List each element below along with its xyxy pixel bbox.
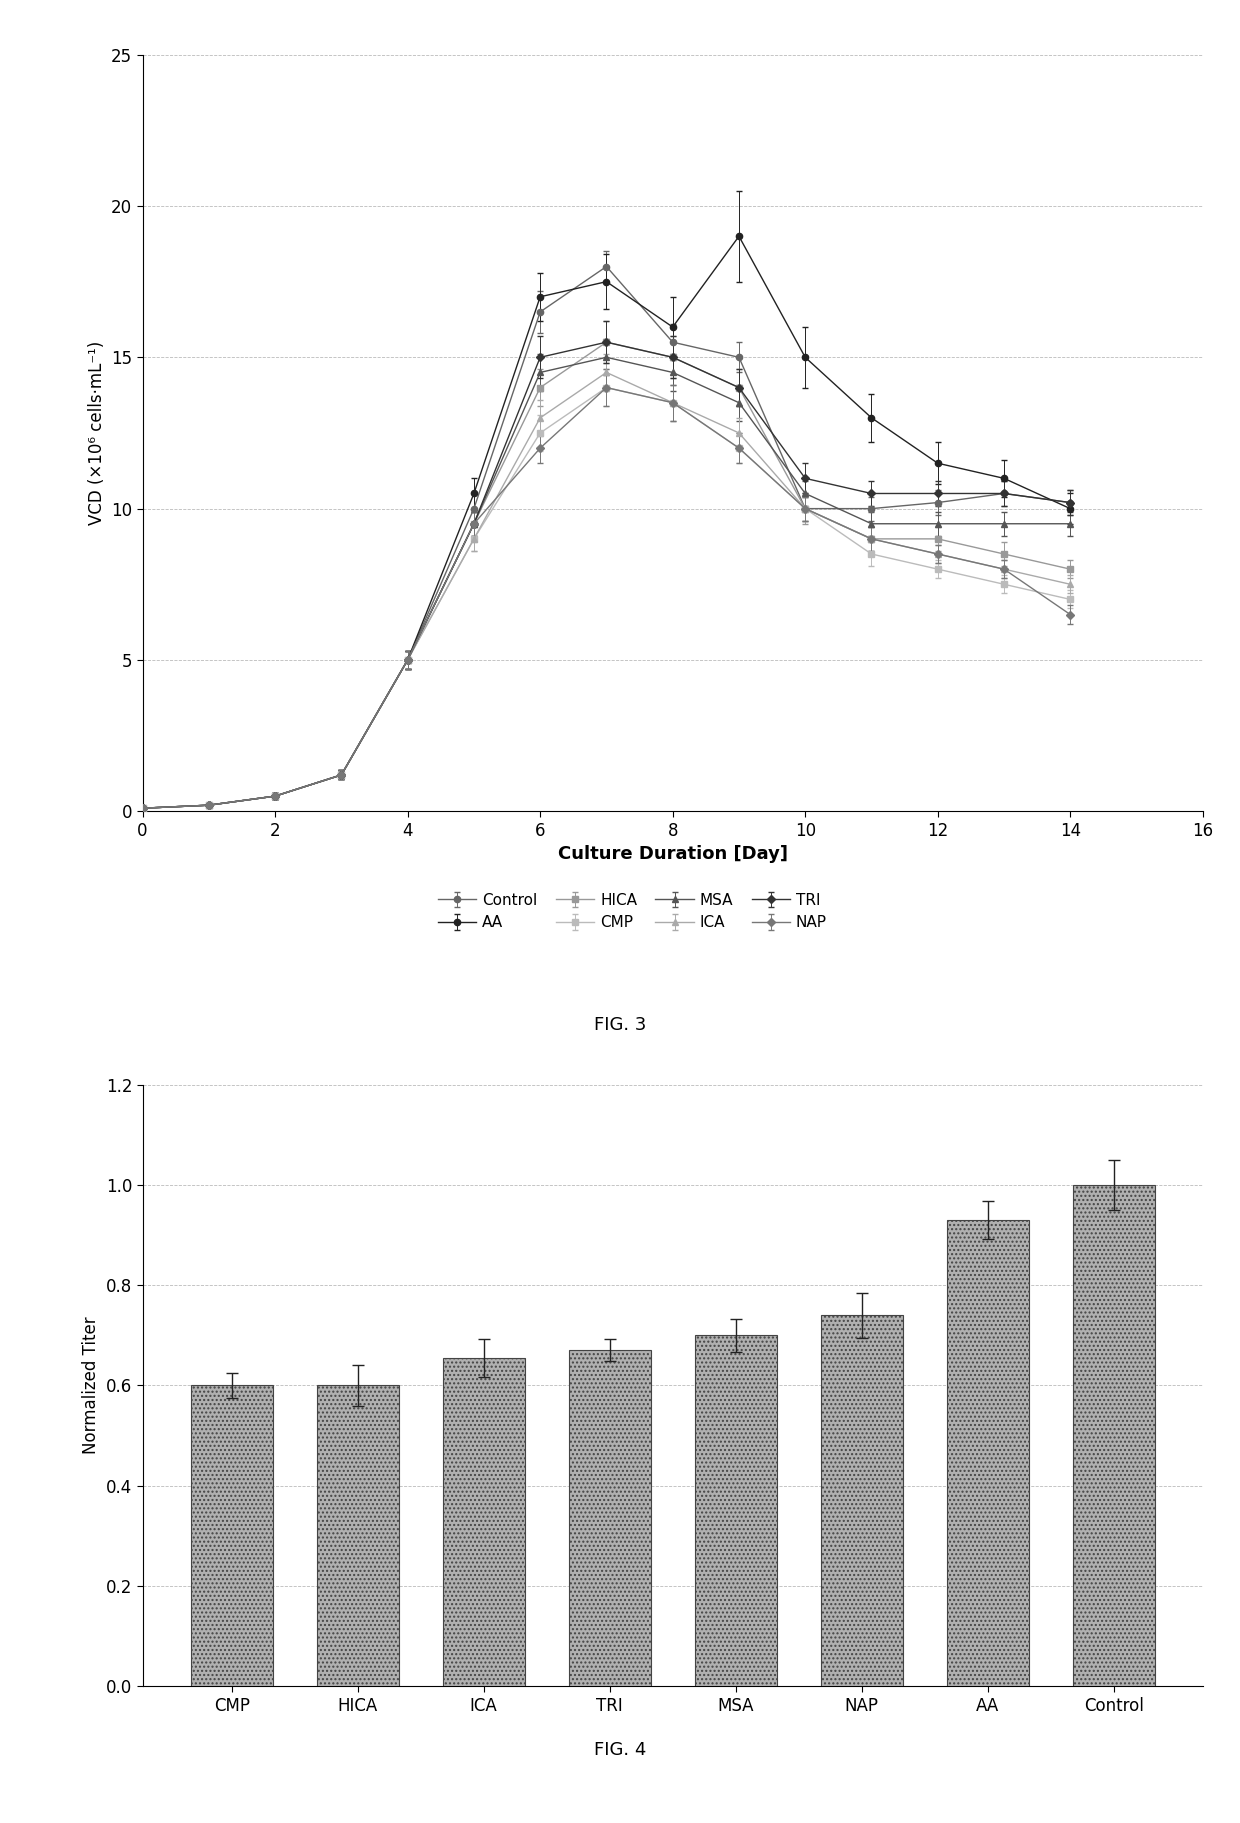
Bar <box>316 1385 399 1686</box>
Text: FIG. 3: FIG. 3 <box>594 1015 646 1034</box>
Text: FIG. 4: FIG. 4 <box>594 1741 646 1759</box>
Y-axis label: VCD (×10⁶ cells·mL⁻¹): VCD (×10⁶ cells·mL⁻¹) <box>88 341 105 525</box>
Bar <box>694 1334 776 1686</box>
Y-axis label: Normalized Titer: Normalized Titer <box>82 1316 100 1455</box>
Bar <box>191 1385 273 1686</box>
Bar <box>443 1358 525 1686</box>
Bar <box>821 1316 903 1686</box>
Bar <box>1073 1185 1154 1686</box>
Bar <box>569 1351 651 1686</box>
X-axis label: Culture Duration [Day]: Culture Duration [Day] <box>558 846 787 864</box>
Bar <box>946 1220 1029 1686</box>
Legend: Control, AA, HICA, CMP, MSA, ICA, TRI, NAP: Control, AA, HICA, CMP, MSA, ICA, TRI, N… <box>438 893 827 930</box>
